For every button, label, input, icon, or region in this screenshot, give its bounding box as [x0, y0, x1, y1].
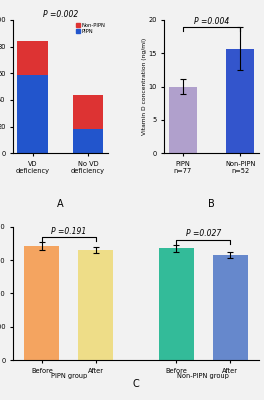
- Text: P =0.027: P =0.027: [186, 229, 221, 238]
- Text: PIPN group: PIPN group: [51, 373, 87, 379]
- Bar: [213, 255, 248, 360]
- Bar: [226, 49, 254, 153]
- Bar: [17, 41, 48, 75]
- Text: P =0.191: P =0.191: [51, 227, 86, 236]
- Y-axis label: Vitamin D concentration (ng/ml): Vitamin D concentration (ng/ml): [142, 38, 147, 135]
- Text: Non-PIPN group: Non-PIPN group: [177, 373, 229, 379]
- Legend: Non-PIPN, PIPN: Non-PIPN, PIPN: [76, 23, 105, 34]
- Bar: [78, 250, 113, 360]
- Bar: [73, 95, 103, 129]
- Bar: [24, 246, 59, 360]
- Bar: [17, 75, 48, 153]
- Bar: [159, 248, 194, 360]
- Title: P =0.002: P =0.002: [43, 10, 78, 19]
- Text: A: A: [57, 199, 64, 209]
- Bar: [73, 129, 103, 153]
- Text: B: B: [208, 199, 215, 209]
- Bar: [169, 87, 197, 153]
- Text: P =0.004: P =0.004: [194, 17, 229, 26]
- Text: C: C: [133, 379, 139, 389]
